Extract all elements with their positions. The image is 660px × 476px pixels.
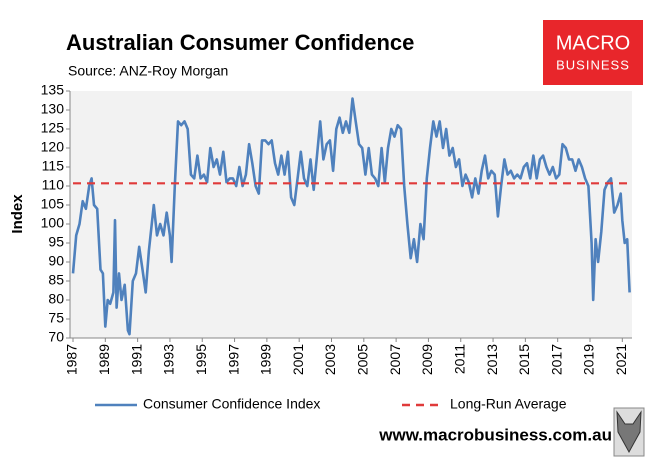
y-tick-label: 130 — [41, 101, 65, 117]
x-tick-label: 2003 — [322, 344, 338, 375]
plot-area — [70, 91, 632, 338]
y-tick-label: 85 — [48, 272, 64, 288]
y-tick-label: 115 — [42, 158, 65, 174]
x-tick-label: 1997 — [225, 344, 241, 375]
x-tick-label: 2021 — [613, 344, 629, 375]
y-tick-label: 90 — [48, 253, 64, 269]
wolf-icon — [613, 407, 645, 457]
y-tick-label: 120 — [41, 139, 65, 155]
logo-text: MACRO — [556, 32, 630, 54]
x-tick-label: 1991 — [128, 344, 144, 375]
y-tick-label: 100 — [41, 215, 65, 231]
y-tick-label: 135 — [41, 82, 65, 98]
x-tick-label: 2011 — [451, 344, 467, 374]
x-tick-label: 1993 — [161, 344, 177, 375]
x-tick-label: 2013 — [484, 344, 500, 375]
x-tick-label: 1995 — [193, 344, 209, 375]
legend-label: Consumer Confidence Index — [143, 396, 320, 412]
x-tick-label: 1999 — [258, 344, 274, 375]
x-tick-label: 2009 — [419, 344, 435, 375]
x-tick-label: 2001 — [290, 344, 306, 375]
logo-text: BUSINESS — [556, 57, 630, 72]
y-tick-label: 110 — [42, 177, 65, 193]
x-tick-label: 2017 — [548, 344, 564, 375]
chart-subtitle: Source: ANZ-Roy Morgan — [68, 63, 228, 79]
y-tick-label: 70 — [48, 329, 64, 345]
x-tick-label: 2019 — [581, 344, 597, 375]
data-line — [71, 97, 631, 336]
x-tick-label: 2015 — [516, 344, 532, 375]
y-tick-label: 75 — [48, 310, 64, 326]
y-tick-label: 95 — [48, 234, 64, 250]
x-tick-label: 2005 — [355, 344, 371, 375]
chart-title: Australian Consumer Confidence — [66, 30, 414, 55]
y-tick-label: 125 — [41, 120, 65, 136]
x-tick-label: 1989 — [96, 344, 112, 375]
y-tick-label: 105 — [41, 196, 65, 212]
legend-label: Long-Run Average — [450, 396, 567, 412]
x-tick-label: 1987 — [64, 344, 80, 375]
y-axis-label: Index — [9, 194, 26, 234]
logo-box — [543, 20, 643, 85]
footer: www.macrobusiness.com.au — [378, 425, 612, 444]
y-tick-label: 80 — [48, 291, 64, 307]
x-tick-label: 2007 — [387, 344, 403, 375]
